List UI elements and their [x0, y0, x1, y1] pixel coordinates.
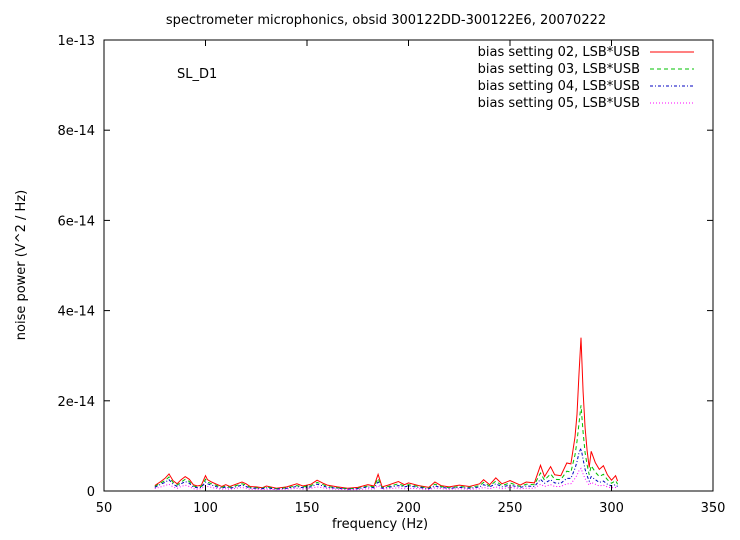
x-tick-label: 300 — [599, 501, 624, 516]
legend-label-3: bias setting 04, LSB*USB — [478, 79, 640, 94]
y-tick-label: 1e-13 — [57, 34, 95, 49]
legend: bias setting 02, LSB*USB bias setting 03,… — [478, 45, 694, 111]
x-axis-ticks: 50 100 150 200 250 300 350 — [96, 40, 726, 516]
chart-title: spectrometer microphonics, obsid 300122D… — [166, 13, 606, 28]
x-tick-label: 150 — [295, 501, 320, 516]
legend-label-1: bias setting 02, LSB*USB — [478, 45, 640, 60]
x-tick-label: 350 — [701, 501, 726, 516]
legend-label-4: bias setting 05, LSB*USB — [478, 96, 640, 111]
y-tick-label: 6e-14 — [57, 214, 95, 229]
y-tick-label: 0 — [87, 485, 95, 500]
series-line-4 — [154, 467, 618, 491]
legend-label-2: bias setting 03, LSB*USB — [478, 62, 640, 77]
y-tick-label: 8e-14 — [57, 124, 95, 139]
series-lines — [154, 337, 619, 491]
series-line-2 — [154, 405, 619, 490]
x-tick-label: 100 — [193, 501, 218, 516]
y-tick-label: 4e-14 — [57, 305, 95, 320]
plot-annotation: SL_D1 — [177, 67, 217, 82]
x-tick-label: 250 — [498, 501, 523, 516]
y-axis-label: noise power (V^2 / Hz) — [14, 190, 29, 340]
y-tick-label: 2e-14 — [57, 395, 95, 410]
x-tick-label: 50 — [96, 501, 113, 516]
series-line-1 — [154, 337, 619, 489]
x-axis-label: frequency (Hz) — [332, 517, 428, 532]
x-tick-label: 200 — [396, 501, 421, 516]
y-axis-ticks: 0 2e-14 4e-14 6e-14 8e-14 1e-13 — [57, 34, 713, 500]
